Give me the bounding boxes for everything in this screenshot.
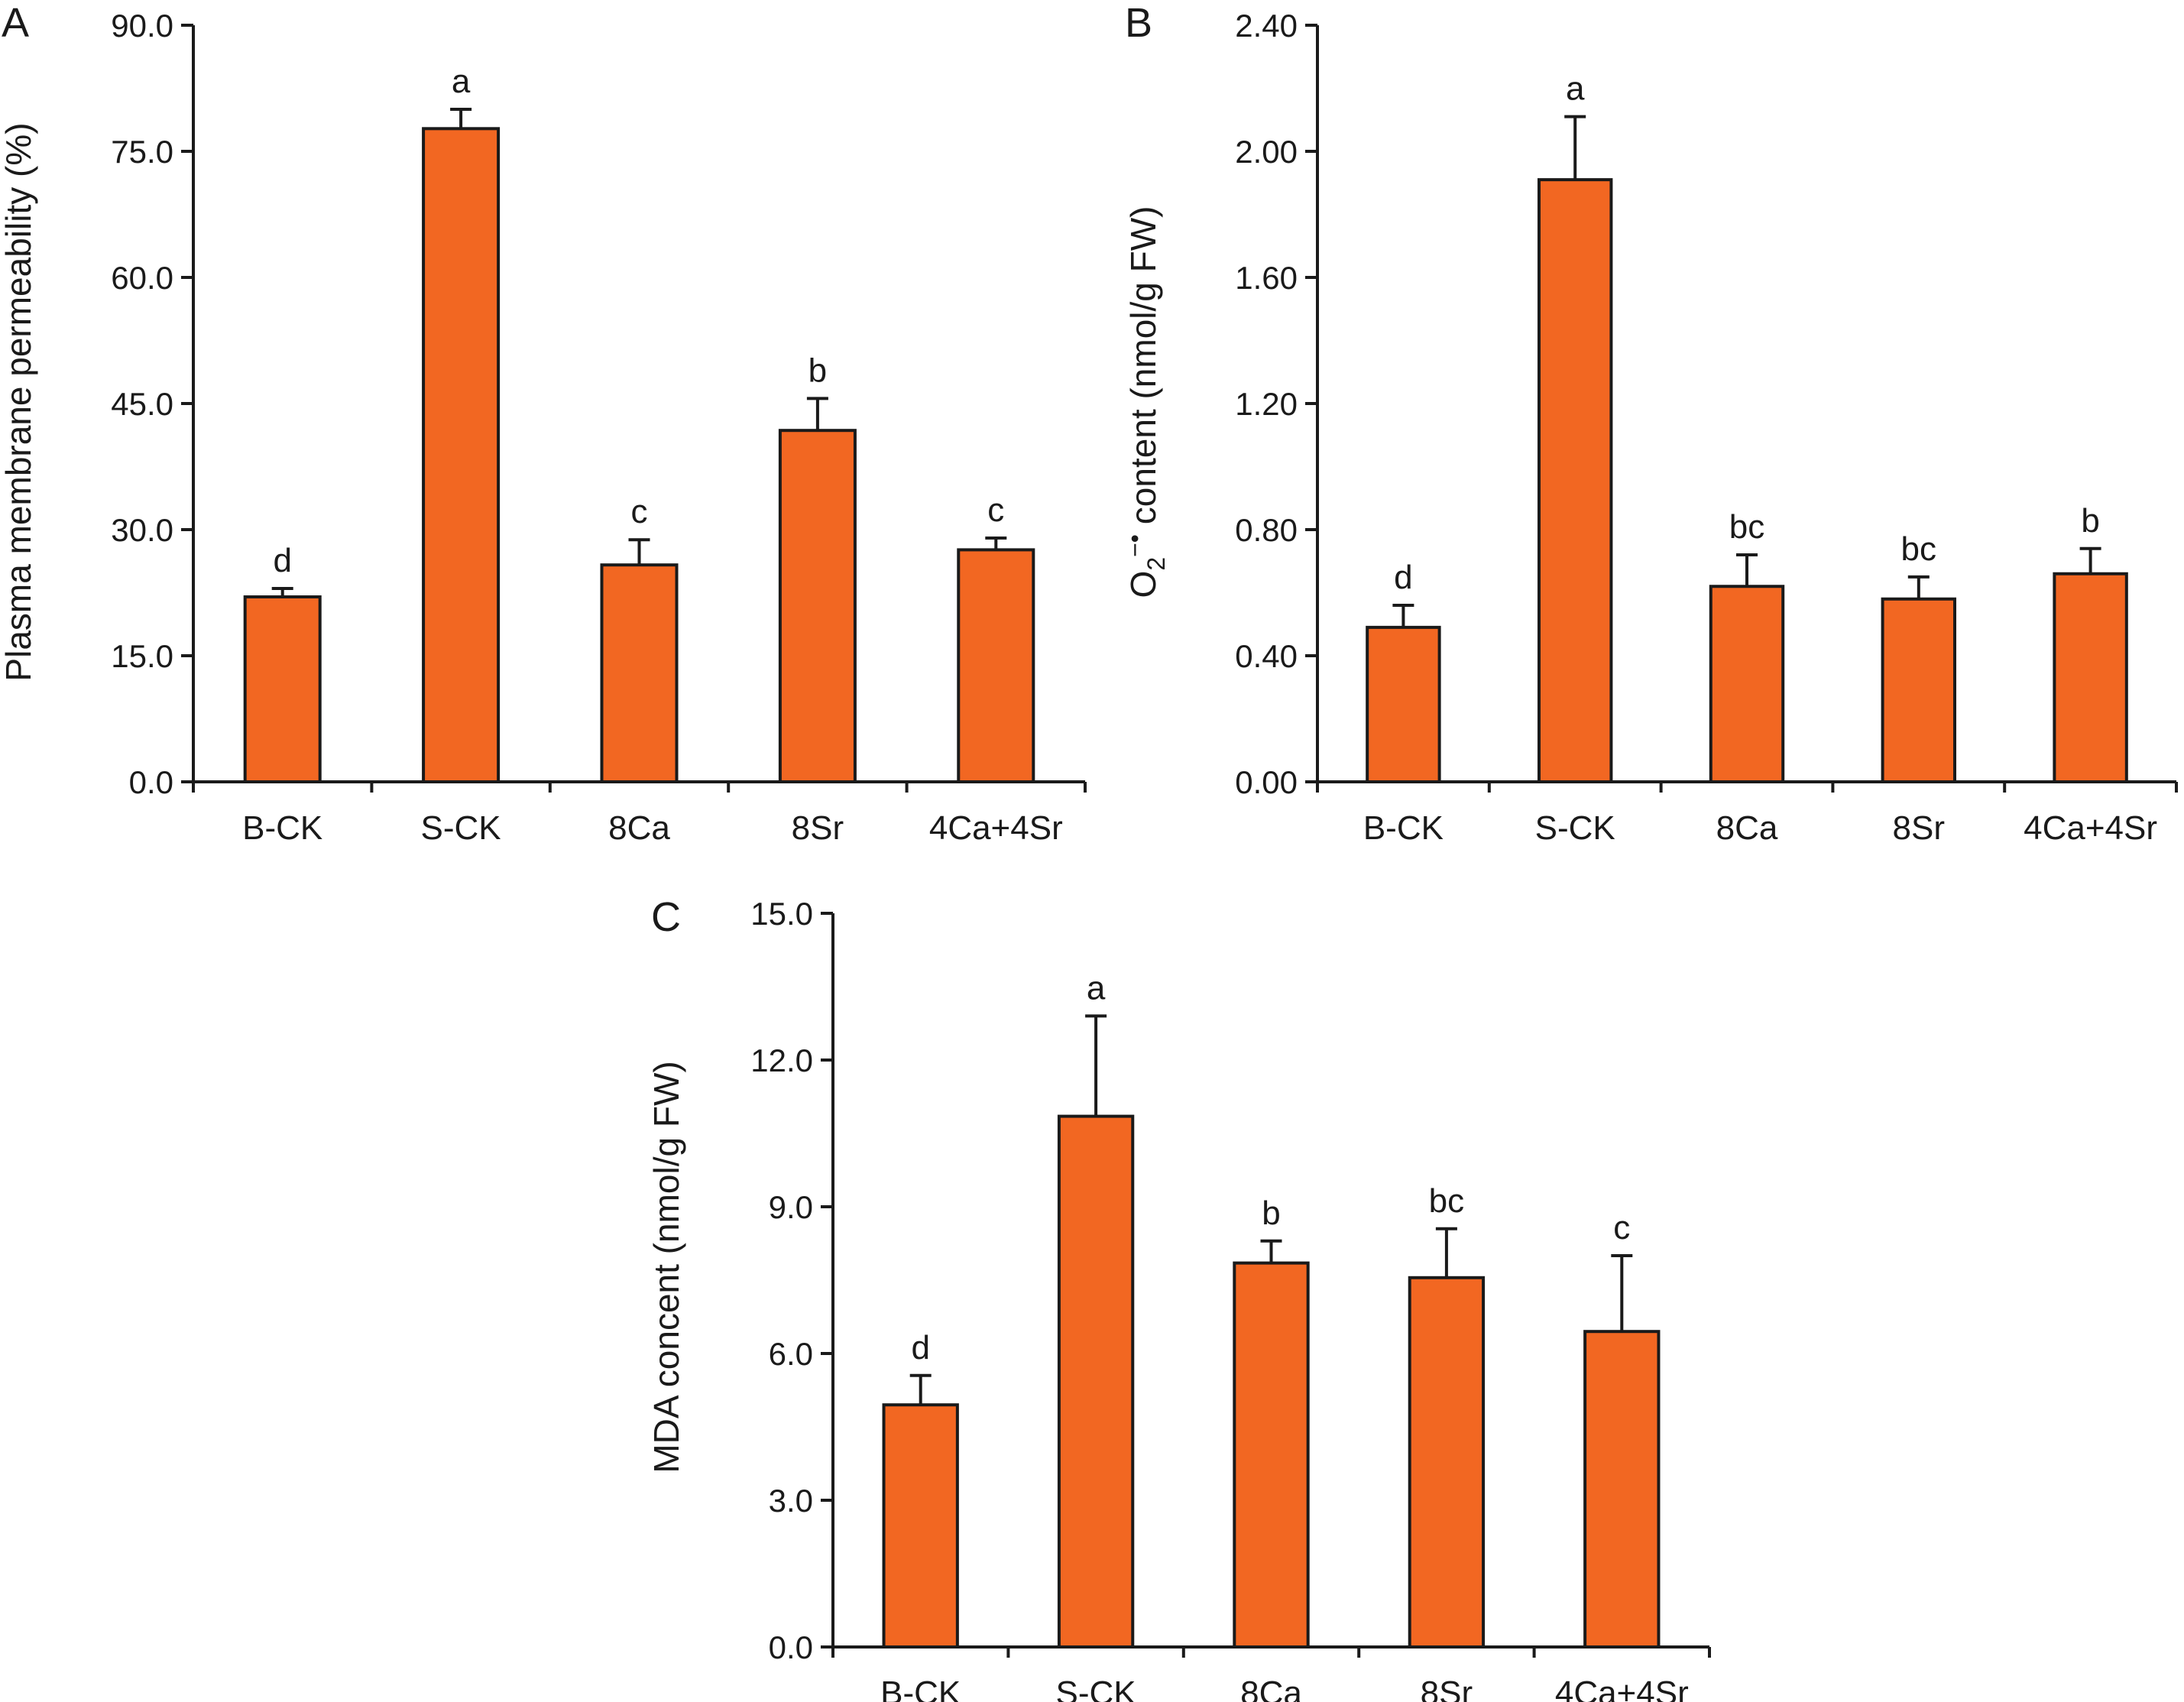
panel-b-ytick-label: 0.40 [1235, 638, 1298, 674]
panel-b-letter: B [1125, 0, 1152, 46]
panel-c-ylabel: MDA concent (nmol/g FW) [646, 1061, 686, 1473]
panel-b-significance-label: a [1566, 70, 1585, 108]
panel-b-bar [2053, 572, 2128, 783]
panel-b-significance-label: bc [1729, 508, 1764, 546]
panel-a-category-label: 4Ca+4Sr [929, 809, 1063, 847]
panel-c-plot: 0.0 3.0 6.0 9.0 12.0 15.0 d B-CK a S-CK b 8Ca bc 8Sr c… [750, 896, 1711, 1702]
panel-b-bar [1366, 625, 1441, 783]
panel-c-category-label: 8Ca [1240, 1674, 1302, 1702]
panel-a-significance-label: d [273, 542, 291, 579]
panel-a-significance-label: b [808, 352, 827, 389]
panel-a-category-label: 8Ca [608, 809, 670, 847]
panel-b-ylabel-rest: content (nmol/g FW) [1123, 206, 1163, 534]
panel-a-ytick-label: 45.0 [111, 386, 173, 422]
panel-c-ytick-label: 3.0 [769, 1483, 813, 1519]
panel-b-ylabel-sub: 2 [1142, 557, 1170, 571]
panel-a-plot: 0.0 15.0 30.0 45.0 60.0 75.0 90.0 d B-CK a S-CK c 8C… [111, 8, 1087, 847]
panel-b-significance-label: b [2081, 502, 2099, 540]
panel-c-ytick-label: 6.0 [769, 1336, 813, 1372]
panel-a-category-label: S-CK [421, 809, 501, 847]
panel-b-category-label: 8Sr [1893, 809, 1945, 847]
panel-c-bar [882, 1403, 959, 1649]
panel-b-ytick-label: 1.20 [1235, 386, 1298, 422]
panel-a-bar [957, 548, 1035, 784]
panel-c-category-label: S-CK [1056, 1674, 1136, 1702]
panel-a-ytick-label: 0.0 [129, 764, 173, 800]
panel-a-ytick-label: 15.0 [111, 638, 173, 674]
panel-c-category-label: B-CK [880, 1674, 961, 1702]
panel-a-ytick-label: 90.0 [111, 8, 173, 44]
panel-a-ytick-label: 60.0 [111, 260, 173, 296]
panel-c-category-label: 4Ca+4Sr [1555, 1674, 1689, 1702]
panel-c-significance-label: c [1613, 1209, 1630, 1247]
panel-a-ytick-label: 30.0 [111, 512, 173, 548]
panel-c-significance-label: bc [1429, 1182, 1464, 1220]
panel-b-category-label: 8Ca [1716, 809, 1778, 847]
panel-a-category-label: 8Sr [792, 809, 844, 847]
panel-a: A Plasma membrane permeability (%) 0.0 15… [0, 0, 1087, 847]
panel-a-significance-label: a [452, 63, 471, 100]
panel-a-ytick-label: 75.0 [111, 134, 173, 170]
panel-b-bar [1709, 585, 1785, 783]
panel-c-bar [1233, 1261, 1310, 1649]
panel-c-bar [1583, 1330, 1661, 1649]
panel-c-ytick-label: 9.0 [769, 1189, 813, 1225]
panel-b-ylabel-o: O [1123, 571, 1163, 598]
panel-b-significance-label: bc [1901, 530, 1936, 568]
panel-b-category-label: B-CK [1363, 809, 1444, 847]
panel-c: C MDA concent (nmol/g FW) 0.0 3.0 6.0 9.0 12… [646, 894, 1711, 1702]
panel-b-significance-label: d [1394, 559, 1412, 596]
panel-a-bar [600, 563, 679, 783]
panel-a-significance-label: c [631, 493, 648, 530]
panel-a-bar [778, 429, 857, 783]
panel-c-ytick-label: 15.0 [750, 896, 813, 932]
panel-a-significance-label: c [987, 491, 1004, 529]
panel-b-plot: 0.00 0.40 0.80 1.20 1.60 2.00 2.40 d B-CK a S-CK bc… [1235, 8, 2178, 847]
panel-b-ylabel: O2−• content (nmol/g FW) [1121, 206, 1170, 598]
panel-a-ylabel: Plasma membrane permeability (%) [0, 122, 38, 681]
panel-c-category-label: 8Sr [1421, 1674, 1473, 1702]
panel-b-bar [1537, 178, 1613, 783]
panel-b-ytick-label: 1.60 [1235, 260, 1298, 296]
panel-b-category-label: S-CK [1535, 809, 1615, 847]
panel-c-bar [1057, 1114, 1135, 1649]
panel-c-ytick-label: 12.0 [750, 1042, 813, 1078]
panel-a-category-label: B-CK [242, 809, 322, 847]
panel-b-ytick-label: 0.80 [1235, 512, 1298, 548]
panel-b-bar [1881, 597, 1957, 783]
panel-b-ytick-label: 0.00 [1235, 764, 1298, 800]
panel-b-ylabel-sup: −• [1121, 534, 1149, 557]
panel-c-significance-label: b [1262, 1195, 1280, 1232]
panel-b-ytick-label: 2.40 [1235, 8, 1298, 44]
panel-c-significance-label: a [1087, 969, 1106, 1007]
panel-c-significance-label: d [911, 1329, 929, 1366]
panel-a-letter: A [2, 0, 29, 46]
panel-b-ytick-label: 2.00 [1235, 134, 1298, 170]
panel-b: B O2−• content (nmol/g FW) 0.00 0.40 0.80 1… [1121, 0, 2178, 847]
panel-a-bar [243, 595, 322, 783]
panel-c-letter: C [651, 894, 681, 940]
panel-c-ytick-label: 0.0 [769, 1629, 813, 1665]
panel-b-category-label: 4Ca+4Sr [2024, 809, 2157, 847]
panel-a-bar [422, 127, 501, 784]
panel-c-bar [1408, 1276, 1486, 1649]
